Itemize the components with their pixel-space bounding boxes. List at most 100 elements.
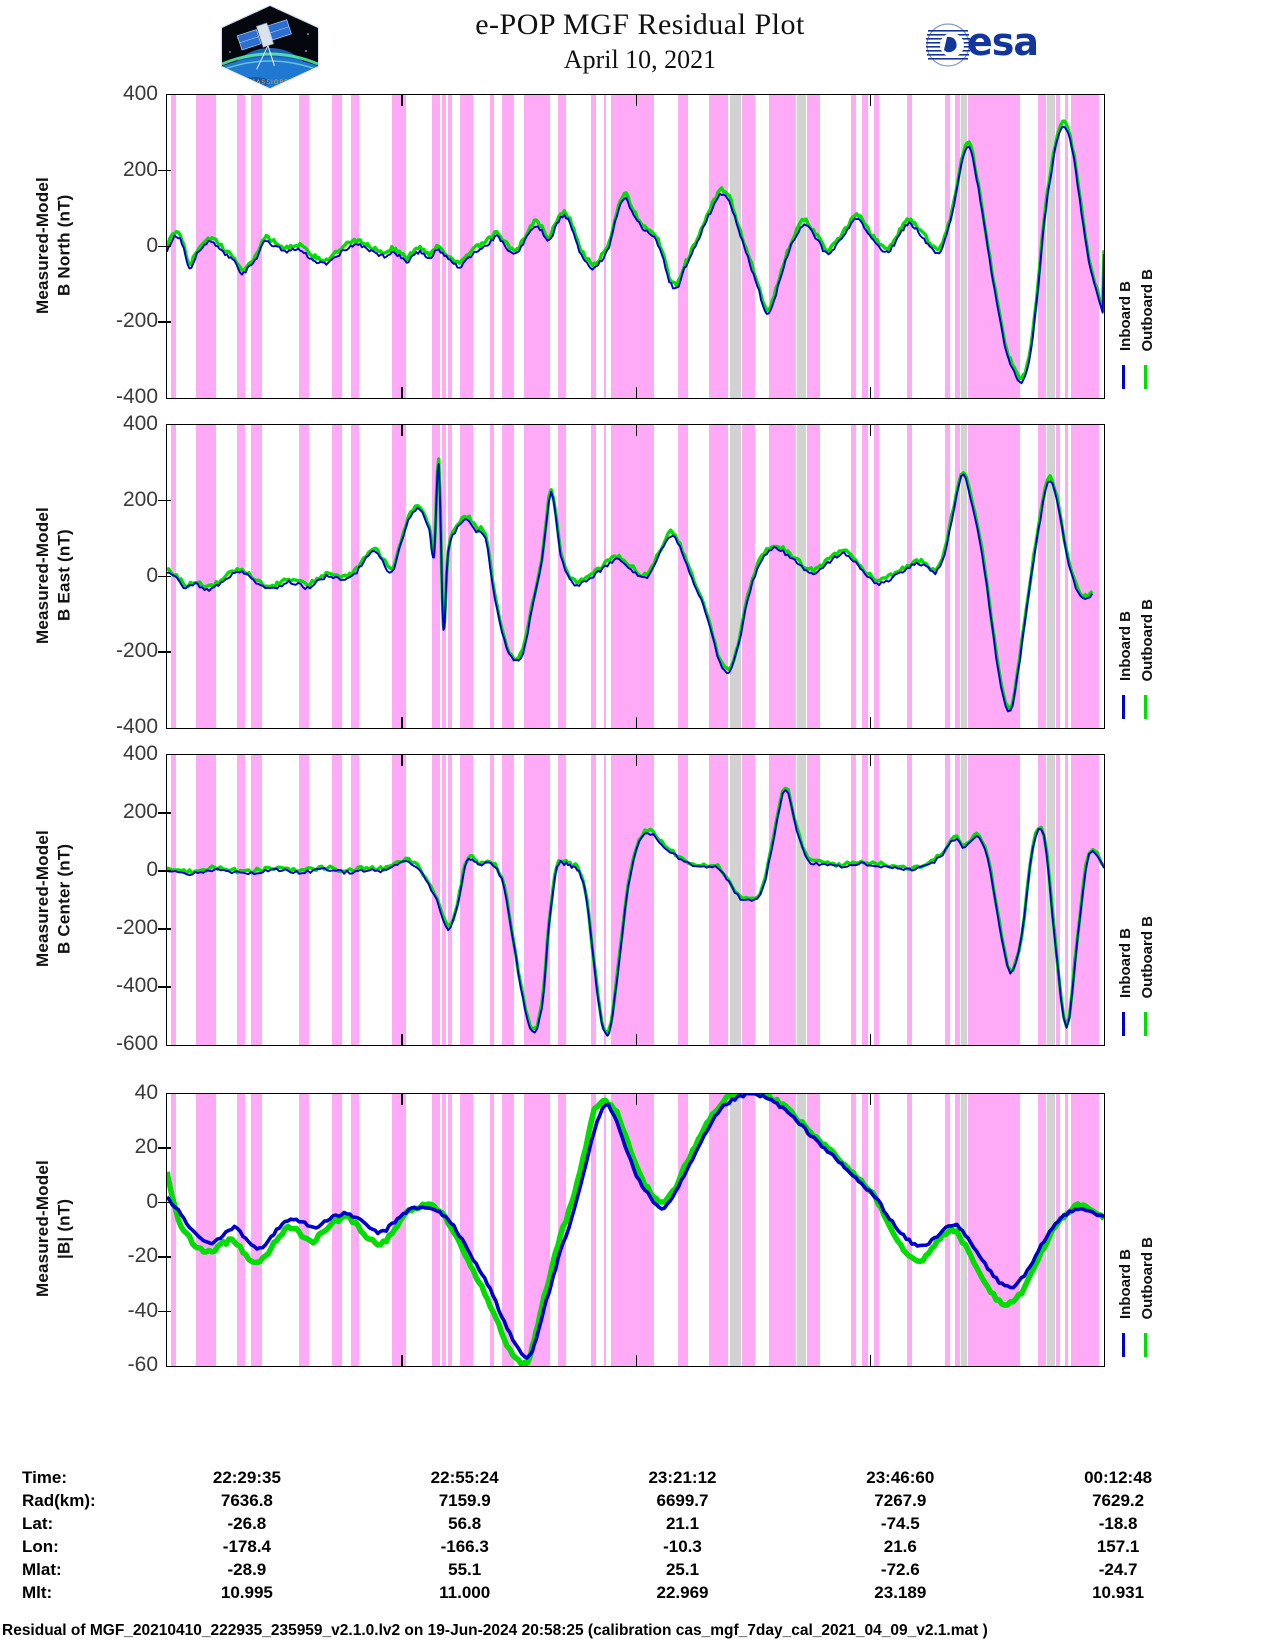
band-pink: [391, 425, 406, 728]
y-tick-label: -200: [115, 916, 158, 939]
y-axis-title-line2: B North (nT): [54, 194, 74, 297]
band-pink: [490, 755, 494, 1045]
y-tick-mark: [158, 1147, 171, 1149]
band-gray: [960, 95, 968, 398]
band-pink: [874, 95, 880, 398]
band-pink: [708, 425, 729, 728]
band-pink: [851, 425, 856, 728]
table-row: Time: 22:29:35 22:55:24 23:21:12 23:46:60 00:…: [22, 1466, 1227, 1489]
table-cell: 23:21:12: [648, 1467, 717, 1487]
band-gray: [796, 1094, 807, 1366]
table-cell: -178.4: [222, 1536, 271, 1556]
band-pink: [299, 755, 310, 1045]
band-pink: [907, 95, 912, 398]
legend-swatch-inboard: [1122, 1333, 1125, 1357]
legend-label-inboard: Inboard B: [1117, 1249, 1134, 1319]
band-pink: [1104, 425, 1105, 728]
y-tick-mark: [158, 928, 171, 930]
table-row: Mlt: 10.995 11.000 22.969 23.189 10.931: [22, 1581, 1227, 1604]
band-pink: [907, 1094, 912, 1366]
band-gray: [1046, 95, 1056, 398]
y-tick-label: -400: [115, 974, 158, 997]
table-cell: 22:55:24: [430, 1467, 499, 1487]
y-tick-label: 400: [122, 82, 158, 105]
band-gray: [796, 95, 807, 398]
band-pink: [742, 95, 756, 398]
y-tick-label: -60: [127, 1353, 158, 1376]
x-tick-bottom: [401, 387, 403, 398]
band-pink: [442, 755, 447, 1045]
table-cell: 56.8: [448, 1513, 482, 1533]
trace-inboard: [167, 125, 1104, 385]
band-pink: [523, 755, 551, 1045]
y-tick-label: -200: [115, 639, 158, 663]
y-axis-ticks-b-center: 400 200 0 -200 -400 -600: [38, 742, 158, 1055]
table-row-label: Mlt:: [22, 1582, 53, 1602]
band-pink: [442, 425, 447, 728]
y-axis-title-b-east: Measured-Model B East (nT): [32, 424, 94, 727]
band-pink: [806, 425, 821, 728]
band-pink: [557, 755, 567, 1045]
table-row: Lon: -178.4 -166.3 -10.3 21.6 157.1: [22, 1535, 1227, 1558]
band-pink: [708, 1094, 729, 1366]
band-pink: [331, 95, 343, 398]
table-cell: -166.3: [440, 1536, 489, 1556]
x-tick-bottom: [869, 1355, 872, 1366]
band-pink: [350, 425, 360, 728]
band-pink: [1056, 95, 1060, 398]
band-pink: [237, 755, 245, 1045]
band-pink: [768, 425, 796, 728]
band-pink: [590, 755, 597, 1045]
plot-panel-b-east[interactable]: [166, 424, 1105, 729]
y-tick-mark: [158, 245, 171, 247]
band-pink: [251, 95, 262, 398]
band-pink: [331, 1094, 343, 1366]
band-pink: [907, 755, 912, 1045]
x-tick-bottom: [869, 1034, 872, 1045]
plot-panel-b-center[interactable]: [166, 754, 1105, 1046]
band-pink: [490, 95, 494, 398]
legend-b-north: Inboard B Outboard B: [1111, 94, 1173, 397]
band-pink: [742, 425, 756, 728]
y-tick-mark: [158, 1201, 171, 1204]
band-pink: [557, 95, 567, 398]
trace-inboard: [167, 1094, 1104, 1360]
plot-panel-b-mag[interactable]: [166, 1093, 1105, 1367]
table-row: Lat: -26.8 56.8 21.1 -74.5 -18.8: [22, 1512, 1227, 1535]
band-pink: [1038, 425, 1046, 728]
svg-text:CASSIOPE: CASSIOPE: [251, 79, 289, 86]
band-pink: [944, 755, 951, 1045]
band-pink: [350, 1094, 360, 1366]
band-pink: [768, 1094, 796, 1366]
trace-outboard: [167, 119, 1104, 381]
band-pink: [350, 95, 360, 398]
legend-b-east: Inboard B Outboard B: [1111, 424, 1173, 727]
y-axis-title-line2: B Center (nT): [54, 843, 74, 955]
table-cell: 11.000: [439, 1582, 491, 1602]
plot-panel-b-north[interactable]: [166, 94, 1105, 399]
band-pink: [1056, 755, 1060, 1045]
esa-wordmark: esa: [967, 20, 1039, 64]
y-tick-label: -400: [115, 715, 158, 738]
band-pink: [1064, 1094, 1069, 1366]
band-pink: [862, 425, 868, 728]
legend-label-inboard: Inboard B: [1117, 928, 1134, 998]
band-pink: [590, 1094, 597, 1366]
band-pink: [523, 95, 551, 398]
band-pink: [851, 95, 856, 398]
table-row: Mlat: -28.9 55.1 25.1 -72.6 -24.7: [22, 1558, 1227, 1581]
legend-swatch-outboard: [1144, 1333, 1147, 1357]
band-pink: [677, 95, 688, 398]
band-pink: [391, 95, 406, 398]
band-pink: [448, 425, 452, 728]
x-tick-top: [401, 425, 403, 436]
band-pink: [862, 1094, 868, 1366]
band-pink: [1104, 755, 1105, 1045]
band-pink: [1104, 1094, 1105, 1366]
band-pink: [1064, 755, 1069, 1045]
table-row-label: Lat:: [22, 1513, 54, 1533]
band-pink: [708, 95, 729, 398]
table-cell: 157.1: [1096, 1536, 1140, 1556]
band-pink: [603, 425, 607, 728]
band-pink: [460, 755, 474, 1045]
